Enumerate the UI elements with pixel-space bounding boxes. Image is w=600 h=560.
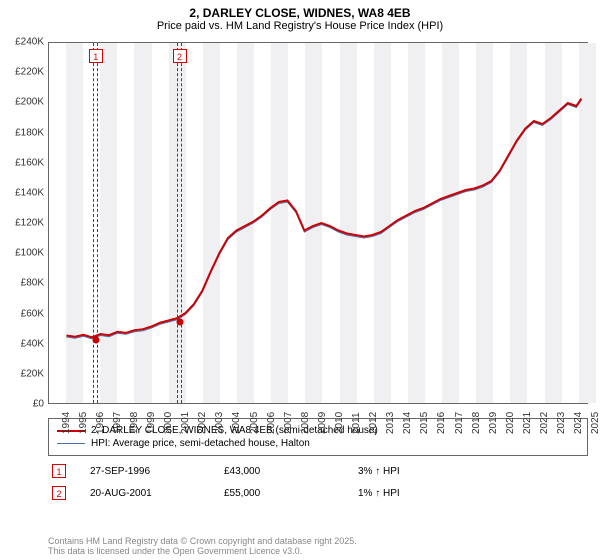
x-axis-label: 2000 xyxy=(163,412,174,434)
y-axis-label: £60K xyxy=(0,308,44,319)
chart-plot-area: 12 xyxy=(48,42,588,404)
footnote-line-2: This data is licensed under the Open Gov… xyxy=(48,546,357,556)
y-axis-label: £220K xyxy=(0,67,44,78)
chart-subtitle: Price paid vs. HM Land Registry's House … xyxy=(0,20,600,36)
x-axis-label: 2008 xyxy=(300,412,311,434)
sale-index-box: 2 xyxy=(52,486,66,500)
x-axis-label: 2002 xyxy=(197,412,208,434)
x-axis-label: 2003 xyxy=(214,412,225,434)
x-axis-label: 2004 xyxy=(231,412,242,434)
sale-marker-box: 1 xyxy=(89,49,103,63)
y-axis-label: £40K xyxy=(0,338,44,349)
sale-table-row: 1 27-SEP-1996 £43,000 3% ↑ HPI xyxy=(48,464,588,478)
x-axis-label: 2009 xyxy=(317,412,328,434)
x-axis-label: 2023 xyxy=(556,412,567,434)
sale-diff: 3% ↑ HPI xyxy=(358,466,400,477)
x-axis-label: 2019 xyxy=(488,412,499,434)
x-axis-label: 2018 xyxy=(471,412,482,434)
chart-title: 2, DARLEY CLOSE, WIDNES, WA8 4EB xyxy=(0,0,600,20)
x-axis-label: 2024 xyxy=(573,412,584,434)
y-axis-label: £120K xyxy=(0,218,44,229)
y-axis-label: £180K xyxy=(0,127,44,138)
x-axis-label: 2015 xyxy=(419,412,430,434)
y-axis-label: £240K xyxy=(0,37,44,48)
y-axis-label: £160K xyxy=(0,157,44,168)
x-axis-label: 2010 xyxy=(334,412,345,434)
x-axis-label: 1994 xyxy=(61,412,72,434)
x-axis-label: 2025 xyxy=(590,412,600,434)
legend-label: HPI: Average price, semi-detached house,… xyxy=(91,438,310,449)
sale-date: 20-AUG-2001 xyxy=(90,488,200,499)
y-axis-label: £80K xyxy=(0,278,44,289)
y-axis-label: £200K xyxy=(0,97,44,108)
y-axis-label: £100K xyxy=(0,248,44,259)
x-axis-label: 2013 xyxy=(385,412,396,434)
x-axis-label: 2007 xyxy=(283,412,294,434)
footnote: Contains HM Land Registry data © Crown c… xyxy=(48,536,357,556)
sale-price: £55,000 xyxy=(224,488,334,499)
x-axis-label: 2005 xyxy=(249,412,260,434)
sale-marker-box: 2 xyxy=(173,49,187,63)
y-axis-label: £0 xyxy=(0,399,44,410)
sale-table-row: 2 20-AUG-2001 £55,000 1% ↑ HPI xyxy=(48,486,588,500)
chart-lines xyxy=(49,43,587,403)
x-axis-label: 1998 xyxy=(129,412,140,434)
x-axis-label: 2011 xyxy=(351,412,362,434)
sale-index-box: 1 xyxy=(52,464,66,478)
footnote-line-1: Contains HM Land Registry data © Crown c… xyxy=(48,536,357,546)
x-axis-label: 1999 xyxy=(146,412,157,434)
sale-diff: 1% ↑ HPI xyxy=(358,488,400,499)
y-axis-label: £140K xyxy=(0,187,44,198)
x-axis-label: 2016 xyxy=(436,412,447,434)
series-line xyxy=(66,100,581,339)
x-axis-label: 2022 xyxy=(539,412,550,434)
x-axis-label: 2006 xyxy=(266,412,277,434)
x-axis-label: 2001 xyxy=(180,412,191,434)
x-axis-label: 2020 xyxy=(505,412,516,434)
legend-swatch xyxy=(57,443,85,444)
x-axis-label: 2021 xyxy=(522,412,533,434)
x-axis-label: 1995 xyxy=(78,412,89,434)
sale-date: 27-SEP-1996 xyxy=(90,466,200,477)
series-line xyxy=(66,99,581,338)
sale-band xyxy=(93,43,98,403)
x-axis-label: 2012 xyxy=(368,412,379,434)
y-axis-label: £20K xyxy=(0,368,44,379)
sale-band xyxy=(177,43,182,403)
legend-row: HPI: Average price, semi-detached house,… xyxy=(57,438,579,449)
x-axis-label: 2017 xyxy=(454,412,465,434)
sale-price: £43,000 xyxy=(224,466,334,477)
x-axis-label: 1996 xyxy=(95,412,106,434)
x-axis-label: 1997 xyxy=(112,412,123,434)
x-axis-label: 2014 xyxy=(402,412,413,434)
